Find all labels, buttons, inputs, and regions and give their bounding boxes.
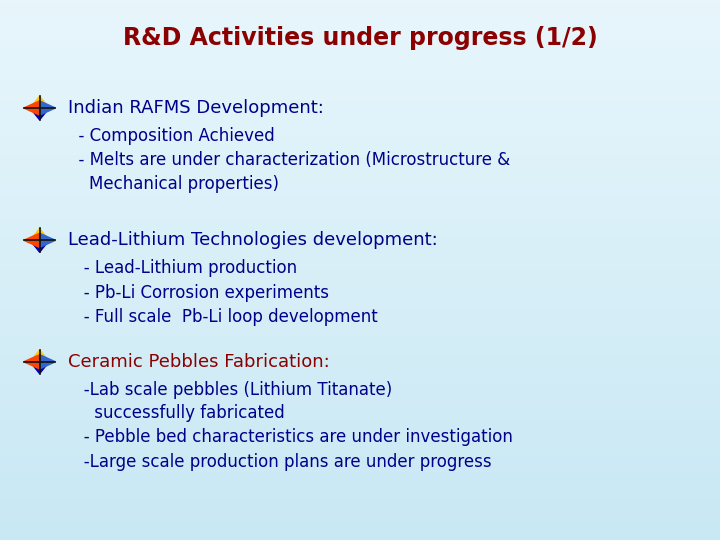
Text: - Pb-Li Corrosion experiments: - Pb-Li Corrosion experiments (68, 284, 329, 302)
Polygon shape (30, 350, 49, 362)
Text: - Melts are under characterization (Microstructure &: - Melts are under characterization (Micr… (68, 151, 510, 170)
Text: Mechanical properties): Mechanical properties) (68, 174, 279, 193)
Polygon shape (40, 355, 55, 369)
Polygon shape (30, 108, 49, 120)
Text: Lead-Lithium Technologies development:: Lead-Lithium Technologies development: (68, 231, 438, 249)
Text: Indian RAFMS Development:: Indian RAFMS Development: (68, 99, 324, 117)
Polygon shape (30, 96, 49, 108)
Polygon shape (40, 101, 55, 115)
Text: - Composition Achieved: - Composition Achieved (68, 127, 275, 145)
Text: -Large scale production plans are under progress: -Large scale production plans are under … (68, 453, 492, 471)
Polygon shape (24, 233, 40, 247)
Text: R&D Activities under progress (1/2): R&D Activities under progress (1/2) (122, 26, 598, 50)
Polygon shape (24, 101, 40, 115)
Polygon shape (40, 233, 55, 247)
Text: -Lab scale pebbles (Lithium Titanate): -Lab scale pebbles (Lithium Titanate) (68, 381, 392, 399)
Polygon shape (30, 240, 49, 252)
Polygon shape (30, 362, 49, 374)
Text: Ceramic Pebbles Fabrication:: Ceramic Pebbles Fabrication: (68, 353, 330, 371)
Text: - Pebble bed characteristics are under investigation: - Pebble bed characteristics are under i… (68, 428, 513, 447)
Polygon shape (30, 228, 49, 240)
Polygon shape (24, 355, 40, 369)
Text: - Full scale  Pb-Li loop development: - Full scale Pb-Li loop development (68, 308, 378, 326)
Text: - Lead-Lithium production: - Lead-Lithium production (68, 259, 297, 278)
Text: successfully fabricated: successfully fabricated (68, 404, 285, 422)
